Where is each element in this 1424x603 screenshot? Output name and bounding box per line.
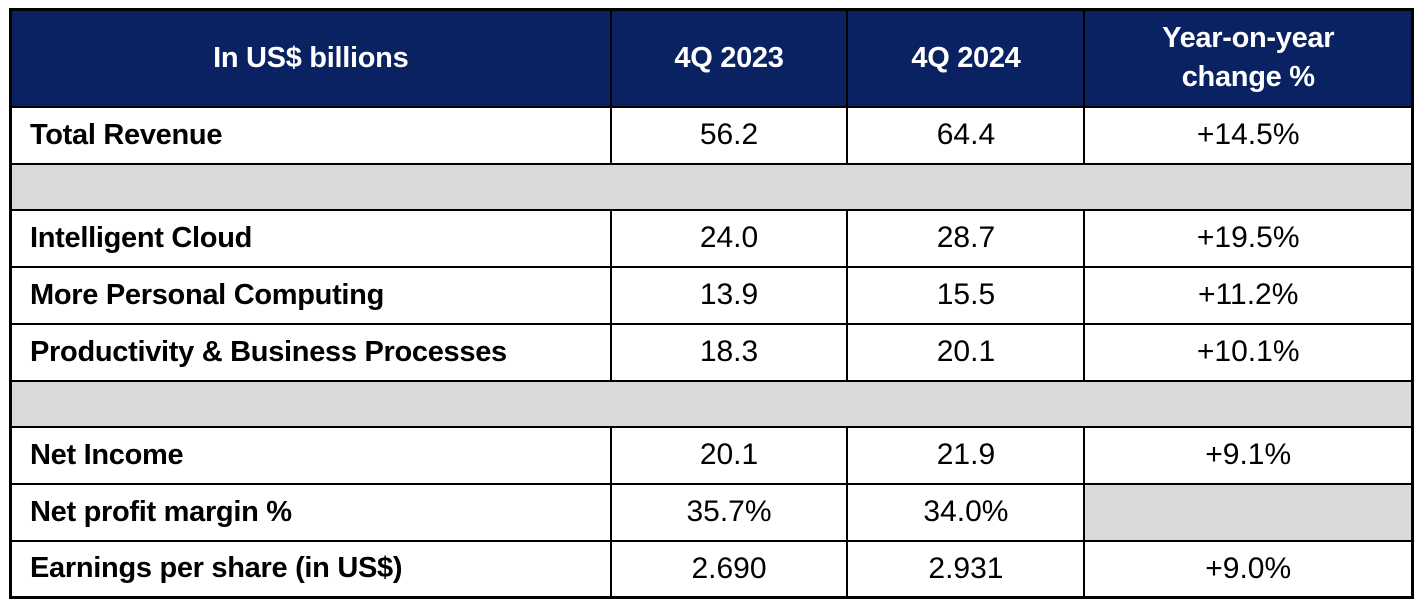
table-body: Total Revenue 56.2 64.4 +14.5% Intelligent C… (9, 105, 1414, 599)
table-row: Net Income 20.1 21.9 +9.1% (9, 425, 1414, 485)
header-cell-metric: In US$ billions (9, 8, 612, 108)
value-yoy-change: +11.2% (1083, 265, 1414, 325)
table-row: Net profit margin % 35.7% 34.0% (9, 482, 1414, 542)
value-yoy-change: +9.0% (1083, 539, 1414, 599)
spacer-row (10, 379, 1413, 428)
value-yoy-change: +9.1% (1083, 425, 1414, 485)
table-row: Intelligent Cloud 24.0 28.7 +19.5% (9, 208, 1414, 268)
row-label: Net Income (9, 425, 612, 485)
value-4q2024: 34.0% (846, 482, 1086, 542)
table-row: Productivity & Business Processes 18.3 20.… (9, 322, 1414, 382)
value-4q2024: 64.4 (846, 105, 1086, 165)
row-label: Productivity & Business Processes (9, 322, 612, 382)
spacer-row (10, 162, 1413, 211)
row-label: Total Revenue (9, 105, 612, 165)
value-yoy-change: +19.5% (1083, 208, 1414, 268)
header-row: In US$ billions 4Q 2023 4Q 2024 Year-on-… (9, 8, 1414, 108)
value-4q2023: 20.1 (609, 425, 849, 485)
spacer-cell (10, 162, 1413, 211)
value-4q2024: 28.7 (846, 208, 1086, 268)
value-4q2024: 15.5 (846, 265, 1086, 325)
table-header: In US$ billions 4Q 2023 4Q 2024 Year-on-… (9, 8, 1414, 108)
value-4q2024: 20.1 (846, 322, 1086, 382)
value-4q2023: 24.0 (609, 208, 849, 268)
value-4q2023: 35.7% (609, 482, 849, 542)
value-4q2024: 2.931 (846, 539, 1086, 599)
value-yoy-change: +10.1% (1083, 322, 1414, 382)
spacer-cell (10, 379, 1413, 428)
header-cell-4q2023: 4Q 2023 (609, 8, 849, 108)
value-4q2023: 2.690 (609, 539, 849, 599)
header-cell-4q2024: 4Q 2024 (846, 8, 1086, 108)
value-yoy-change (1083, 482, 1414, 542)
row-label: Net profit margin % (9, 482, 612, 542)
table-row: Earnings per share (in US$) 2.690 2.931 +9.… (9, 539, 1414, 599)
table-row: More Personal Computing 13.9 15.5 +11.2% (9, 265, 1414, 325)
header-cell-yoy-change-label: Year-on-year change % (1162, 22, 1335, 94)
table-row: Total Revenue 56.2 64.4 +14.5% (9, 105, 1414, 165)
value-4q2024: 21.9 (846, 425, 1086, 485)
value-4q2023: 56.2 (609, 105, 849, 165)
row-label: Intelligent Cloud (9, 208, 612, 268)
row-label: Earnings per share (in US$) (9, 539, 612, 599)
row-label: More Personal Computing (9, 265, 612, 325)
financial-results-table: In US$ billions 4Q 2023 4Q 2024 Year-on-… (9, 8, 1414, 599)
value-4q2023: 18.3 (609, 322, 849, 382)
value-4q2023: 13.9 (609, 265, 849, 325)
value-yoy-change: +14.5% (1083, 105, 1414, 165)
header-cell-yoy-change: Year-on-year change % (1083, 8, 1414, 108)
